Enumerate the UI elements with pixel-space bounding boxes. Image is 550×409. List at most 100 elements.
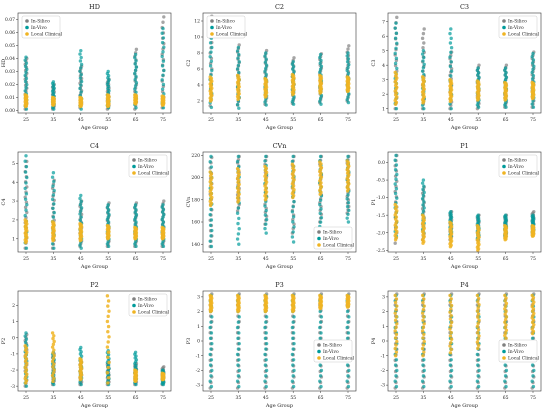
data-point [346,65,350,70]
x-tick-label: 35 [236,395,242,401]
legend-label: Local Clinical [138,310,170,316]
data-point [319,216,324,220]
data-point [477,63,481,67]
data-point [105,223,110,228]
y-axis-label: C2 [186,59,192,66]
data-point [449,330,453,335]
data-point [393,363,398,367]
y-tick-label: 0 [382,339,385,345]
data-point [503,325,507,330]
x-tick-label: 55 [475,395,481,401]
data-point [421,31,426,36]
y-tick-label: 0 [12,335,15,341]
data-point [162,45,166,49]
data-point [420,346,425,351]
y-tick-label: 1 [382,324,385,330]
data-point [236,154,241,159]
y-tick-label: -2.5 [376,248,385,254]
data-point [106,324,111,329]
y-tick-label: 0.0 [378,160,385,166]
data-point [346,95,350,99]
data-point [133,62,137,66]
x-tick-label: 35 [236,256,242,262]
data-point [421,193,426,198]
data-point [345,336,350,341]
data-point [394,307,398,312]
data-point [209,207,213,212]
data-point [290,159,295,164]
subplot-title: C3 [460,3,469,11]
data-point [420,213,425,217]
data-point [476,296,481,301]
data-point [421,48,426,53]
y-tick-label: 0.01 [5,95,15,101]
data-point [237,341,241,346]
x-axis-label: Age Group [450,264,478,270]
data-point [79,66,83,70]
data-point [475,309,480,313]
legend-label: In-Silico [31,19,50,25]
legend-label: Local Clinical [323,243,355,249]
data-point [448,363,453,367]
data-point [264,63,269,67]
legend-marker [317,343,321,347]
y-tick-label: 2 [197,99,200,105]
data-point [319,368,324,373]
data-point [504,384,508,389]
legend-label: Local Clinical [508,32,540,38]
data-point [394,56,399,61]
data-point [263,76,267,81]
data-point [476,337,480,341]
x-tick-label: 45 [78,256,84,262]
data-point [290,72,295,77]
data-point [421,59,425,63]
data-point [79,90,83,94]
legend-marker [502,356,506,360]
data-point [78,59,83,63]
legend-marker [317,356,321,360]
data-point [393,311,397,315]
data-point [531,105,536,109]
legend-label: Local Clinical [508,356,540,362]
y-tick-label: 180 [191,197,200,203]
data-point [393,293,397,298]
data-point [210,68,214,73]
data-point [106,365,110,370]
legend-marker [25,32,29,36]
legend-label: In-Vivo [508,164,524,170]
data-point [23,159,27,163]
data-point [420,36,425,41]
legend-label: Local Clinical [138,171,170,177]
y-axis-label: P4 [371,338,377,345]
data-point [50,220,55,224]
data-point [105,294,110,298]
data-point [50,242,55,246]
data-point [23,213,27,218]
x-tick-label: 35 [51,117,57,123]
data-point [133,93,137,97]
data-point [24,70,28,75]
data-point [106,314,110,319]
data-point [420,181,425,185]
data-point [264,222,268,226]
data-point [160,64,165,68]
data-point [237,216,241,221]
data-point [292,341,296,346]
data-point [235,209,240,213]
data-point [52,348,56,352]
data-point [264,358,268,362]
data-point [346,212,350,216]
subplot-title: P3 [275,281,284,289]
data-point [393,182,397,186]
data-point [235,293,240,298]
data-point [208,212,212,217]
y-tick-label: -1.0 [376,195,385,201]
data-point [503,80,507,85]
x-tick-label: 35 [51,395,57,401]
data-point [79,62,84,67]
legend-box [313,339,353,363]
legend-marker [132,158,136,162]
data-point [50,331,55,335]
